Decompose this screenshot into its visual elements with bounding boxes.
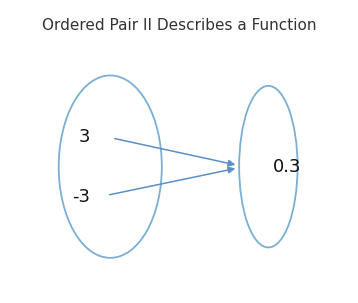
Text: Ordered Pair II Describes a Function: Ordered Pair II Describes a Function: [42, 18, 316, 33]
Text: 0.3: 0.3: [273, 158, 301, 176]
Text: -3: -3: [72, 188, 90, 206]
Text: 3: 3: [79, 128, 90, 146]
